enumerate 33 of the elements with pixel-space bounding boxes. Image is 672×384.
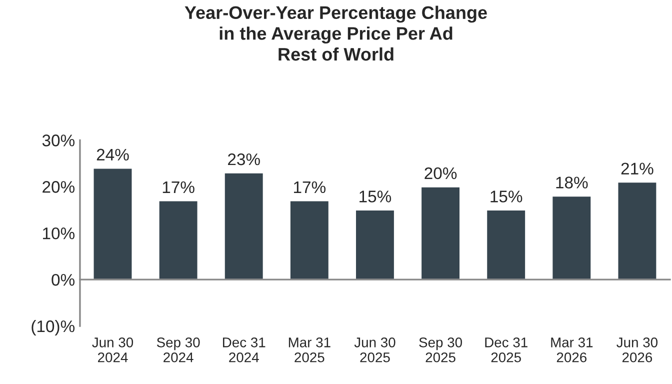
y-tick-label: 20% [42, 181, 75, 193]
x-tick-label: Sep 30 2024 [156, 337, 200, 362]
bar [551, 195, 592, 280]
y-tick-label: 30% [42, 134, 75, 146]
x-tick-label: Jun 30 2025 [354, 337, 396, 362]
x-tick-label: Dec 31 2024 [223, 337, 266, 362]
data-label: 21% [621, 162, 654, 174]
x-tick-label: Jun 30 2026 [616, 337, 658, 362]
y-tick-label: (10)% [32, 320, 75, 336]
data-label: 18% [556, 176, 588, 188]
y-tick-label: 0% [52, 274, 75, 286]
bar [92, 167, 134, 280]
bar [616, 181, 658, 280]
x-tick-label: Sep 30 2025 [419, 337, 462, 362]
bar [354, 209, 396, 280]
data-label: 17% [294, 181, 326, 194]
y-tick-label: 10% [43, 227, 75, 240]
bar [158, 200, 199, 280]
data-label: 24% [96, 148, 129, 161]
bar [420, 186, 461, 280]
chart-title: Year-Over-Year Percentage Change in the Average Price Per Ad Rest of World [184, 6, 487, 61]
bar [224, 172, 264, 280]
x-tick-label: Jun 30 2024 [92, 337, 134, 362]
bar [289, 200, 330, 280]
data-label: 17% [162, 181, 194, 194]
x-tick-label: Dec 31 2025 [485, 337, 528, 362]
x-tick-label: Mar 31 2026 [551, 337, 593, 362]
bar [486, 209, 526, 280]
x-tick-label: Mar 31 2025 [288, 337, 330, 362]
data-label: 23% [228, 153, 260, 166]
data-label: 15% [360, 190, 392, 202]
data-label: 20% [424, 167, 457, 180]
data-label: 15% [490, 190, 522, 202]
